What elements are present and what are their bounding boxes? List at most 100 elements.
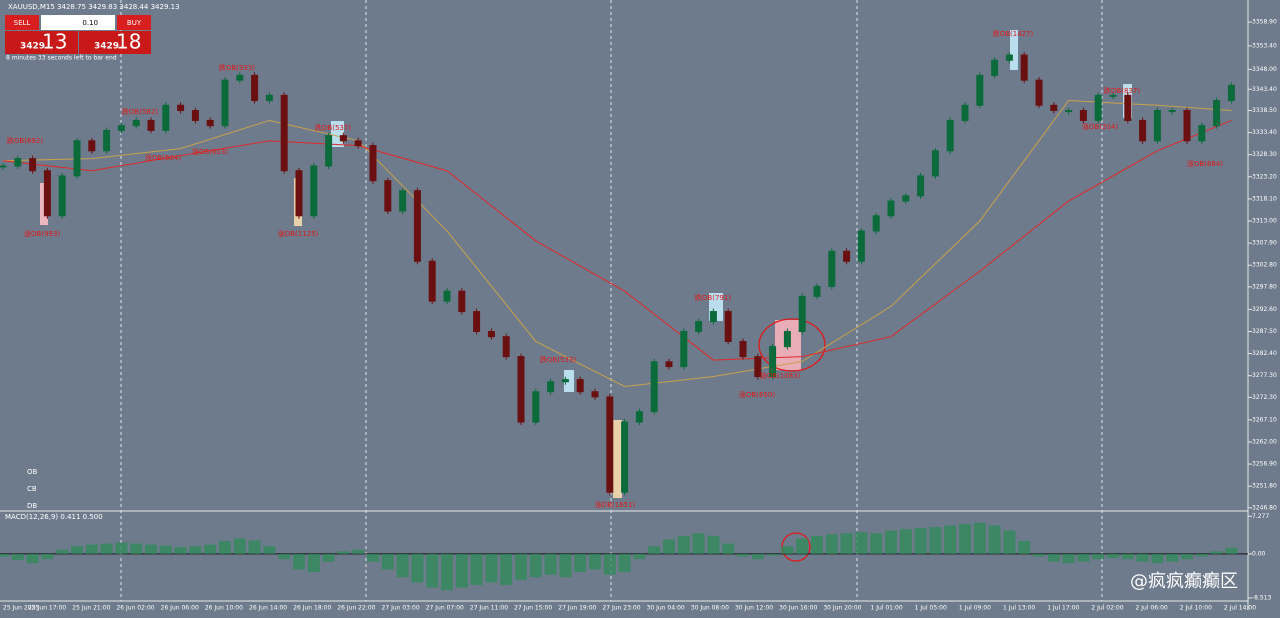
x-tick-label: 1 Jul 09:00 — [959, 605, 991, 612]
ob-annotation: 涨OB(603) — [192, 147, 228, 156]
macd-bar — [855, 532, 868, 554]
candle — [399, 190, 407, 212]
ob-annotation: 涨OB(1651) — [595, 500, 636, 509]
candle — [561, 379, 569, 383]
ob-annotation: 跌OB(582) — [122, 107, 158, 116]
candle — [177, 104, 185, 111]
macd-bar — [159, 545, 172, 554]
macd-bar — [751, 553, 764, 560]
x-tick-label: 1 Jul 13:00 — [1003, 605, 1035, 612]
sell-price-box[interactable] — [5, 31, 78, 54]
macd-bar — [1062, 553, 1075, 564]
macd-bar — [71, 546, 83, 554]
macd-bar — [204, 544, 217, 554]
candle — [487, 330, 495, 338]
x-tick-label: 27 Jun 15:00 — [514, 605, 552, 612]
sell-price-small: 13 — [42, 30, 67, 54]
candle — [1213, 100, 1221, 127]
candle — [1153, 109, 1161, 142]
macd-bar — [26, 553, 39, 564]
candle — [1065, 109, 1073, 112]
macd-bar — [381, 553, 394, 570]
macd-bar — [574, 553, 587, 573]
buy-price-box[interactable] — [79, 31, 151, 54]
y-tick-label: 0.00 — [1252, 550, 1266, 557]
macd-bar — [1107, 553, 1119, 559]
macd-bar — [322, 553, 335, 562]
macd-bar — [559, 553, 572, 578]
candle — [251, 74, 259, 102]
macd-bar — [145, 544, 157, 554]
y-tick-label: 3307.90 — [1252, 240, 1277, 247]
candle — [917, 175, 925, 197]
candle — [739, 340, 747, 358]
ob-annotation: 涨OB(1083) — [760, 371, 801, 380]
macd-bar — [677, 535, 690, 554]
buy-price-small: 18 — [116, 30, 141, 54]
candle — [754, 356, 762, 378]
candle — [1139, 119, 1147, 142]
lot-input[interactable] — [41, 15, 115, 30]
candle — [502, 336, 510, 358]
candle — [0, 165, 7, 168]
ob-annotation: 跌OB(791) — [695, 293, 731, 302]
candle — [221, 79, 229, 127]
x-tick-label: 1 Jul 01:00 — [870, 605, 902, 612]
candle — [843, 250, 851, 262]
macd-bar — [1018, 540, 1031, 554]
candle — [931, 150, 939, 177]
buy-button[interactable] — [117, 15, 151, 30]
ob-annotation: 跌OB(692) — [7, 136, 43, 145]
macd-bar — [411, 553, 424, 583]
candle — [29, 158, 37, 172]
candle — [961, 104, 969, 121]
x-tick-label: 26 Jun 06:00 — [161, 605, 199, 612]
day-separators — [120, 0, 1103, 601]
candle — [295, 170, 303, 217]
candle — [1050, 104, 1058, 111]
macd-bar — [1003, 530, 1016, 554]
y-tick-label: 3246.80 — [1252, 504, 1277, 511]
y-tick-label: 3353.40 — [1252, 42, 1277, 49]
macd-bar — [796, 538, 809, 554]
candle — [946, 119, 954, 152]
candle — [828, 250, 836, 287]
macd-bar — [85, 544, 98, 554]
symbol-line: XAUUSD,M15 3428.75 3429.83 3428.44 3429.… — [8, 3, 180, 11]
candle — [591, 391, 599, 398]
macd-bar — [470, 553, 483, 585]
candle — [576, 379, 584, 393]
trade-panel: SELL 0.10 BUY 3429 13 3429 18 8 minutes … — [5, 15, 151, 62]
macd-bar — [722, 543, 735, 554]
candle — [265, 94, 273, 102]
x-tick-label: 2 Jul 06:00 — [1136, 605, 1168, 612]
candle — [325, 135, 333, 167]
macd-bar — [11, 553, 24, 561]
x-tick-label: 1 Jul 17:00 — [1047, 605, 1079, 612]
candle — [280, 94, 288, 172]
y-tick-label: 3277.30 — [1252, 372, 1277, 379]
macd-bar — [1210, 551, 1223, 554]
candle — [458, 290, 466, 313]
candle — [1168, 109, 1176, 112]
ob-annotation: 涨OB(204) — [1082, 122, 1118, 131]
ob-annotation: 涨OB(650) — [739, 390, 775, 399]
macd-bar — [781, 546, 794, 554]
ob-annotation: 涨OB(684) — [1187, 159, 1223, 168]
x-tick-label: 25 Jun 17:00 — [28, 605, 66, 612]
macd-bar — [1151, 553, 1164, 564]
macd-bar — [633, 553, 646, 560]
macd-bar — [1047, 553, 1060, 562]
lot-value: 0.10 — [82, 19, 98, 27]
macd-bar — [515, 553, 527, 580]
candle — [310, 165, 318, 217]
candle — [1035, 79, 1043, 106]
sell-button[interactable] — [5, 15, 39, 30]
macd-bar — [485, 553, 498, 583]
buy-label: BUY — [127, 19, 142, 27]
macd-bar — [441, 553, 453, 591]
macd-bar — [825, 534, 838, 554]
ob-annotation: 跌OB(533) — [540, 355, 576, 364]
bar-timer: 8 minutes 33 seconds left to bar end — [6, 55, 117, 62]
